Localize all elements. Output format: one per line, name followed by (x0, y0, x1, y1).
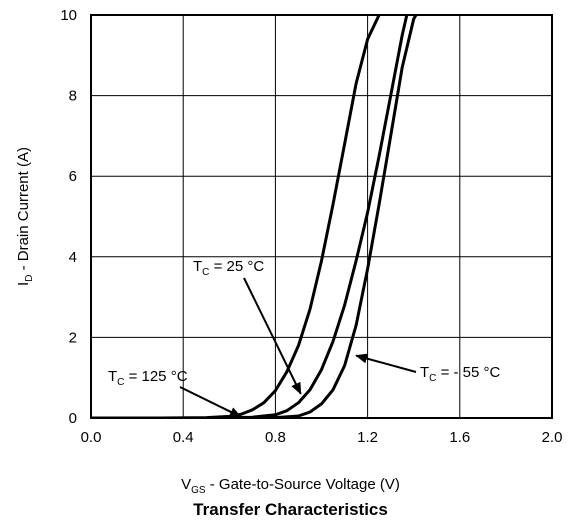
x-tick-label: 0.0 (81, 429, 102, 446)
grid-lines (90, 14, 553, 419)
series-line-0 (91, 15, 381, 418)
chart-title: Transfer Characteristics (193, 500, 388, 519)
annotation-arrow (355, 353, 417, 373)
curve-annotations: TC = 125 °C TC = 25 °C TC = - 55 °C (108, 258, 501, 418)
tick-labels: 0.0 0.4 0.8 1.2 1.6 2.0 0 2 4 6 8 10 (60, 7, 562, 446)
y-tick-label: 8 (69, 88, 77, 105)
x-axis-label-main: V (181, 476, 192, 493)
y-tick-label: 10 (60, 7, 77, 24)
x-tick-label: 0.4 (173, 429, 194, 446)
y-axis-label-text: ID - Drain Current (A) (15, 147, 35, 286)
y-tick-label: 0 (69, 410, 77, 427)
x-tick-label: 2.0 (542, 429, 563, 446)
series-label-0: TC = 125 °C (108, 368, 188, 388)
x-tick-label: 1.6 (449, 429, 470, 446)
annotation-arrow (179, 386, 242, 418)
annotation-arrow (243, 277, 302, 395)
x-axis-label-rest: - Gate-to-Source Voltage (V) (205, 476, 400, 493)
series-line-1 (91, 15, 409, 418)
y-tick-label: 4 (69, 249, 77, 266)
x-axis-label-sub: GS (191, 485, 206, 496)
series-label-1: TC = 25 °C (193, 258, 264, 278)
x-tick-label: 0.8 (265, 429, 286, 446)
y-tick-label: 2 (69, 329, 77, 346)
y-tick-label: 6 (69, 168, 77, 185)
x-tick-label: 1.2 (357, 429, 378, 446)
plot-frame (90, 14, 553, 419)
series-label-2: TC = - 55 °C (420, 364, 501, 384)
y-axis-label: ID - Drain Current (A) (15, 147, 35, 286)
x-axis-label: VGS - Gate-to-Source Voltage (V) (0, 476, 581, 496)
